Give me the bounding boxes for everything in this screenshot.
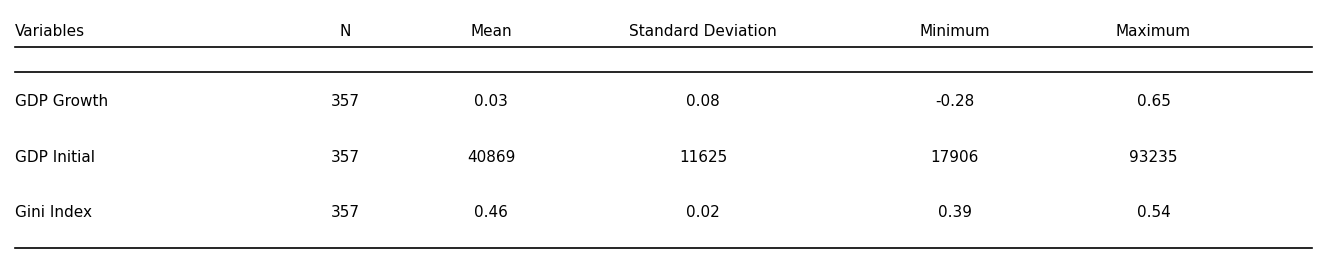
Text: 0.39: 0.39 [938, 205, 971, 220]
Text: 357: 357 [332, 150, 360, 165]
Text: 0.54: 0.54 [1137, 205, 1170, 220]
Text: Minimum: Minimum [920, 24, 990, 39]
Text: 93235: 93235 [1129, 150, 1177, 165]
Text: 0.03: 0.03 [475, 94, 508, 109]
Text: -0.28: -0.28 [936, 94, 974, 109]
Text: 40869: 40869 [467, 150, 515, 165]
Text: 0.08: 0.08 [686, 94, 721, 109]
Text: Standard Deviation: Standard Deviation [629, 24, 778, 39]
Text: 0.02: 0.02 [686, 205, 721, 220]
Text: GDP Initial: GDP Initial [15, 150, 94, 165]
Text: 0.46: 0.46 [475, 205, 508, 220]
Text: 17906: 17906 [930, 150, 979, 165]
Text: Maximum: Maximum [1116, 24, 1192, 39]
Text: Gini Index: Gini Index [15, 205, 92, 220]
Text: Mean: Mean [471, 24, 512, 39]
Text: 357: 357 [332, 205, 360, 220]
Text: 357: 357 [332, 94, 360, 109]
Text: GDP Growth: GDP Growth [15, 94, 107, 109]
Text: N: N [340, 24, 352, 39]
Text: 11625: 11625 [679, 150, 727, 165]
Text: Variables: Variables [15, 24, 85, 39]
Text: 0.65: 0.65 [1136, 94, 1170, 109]
